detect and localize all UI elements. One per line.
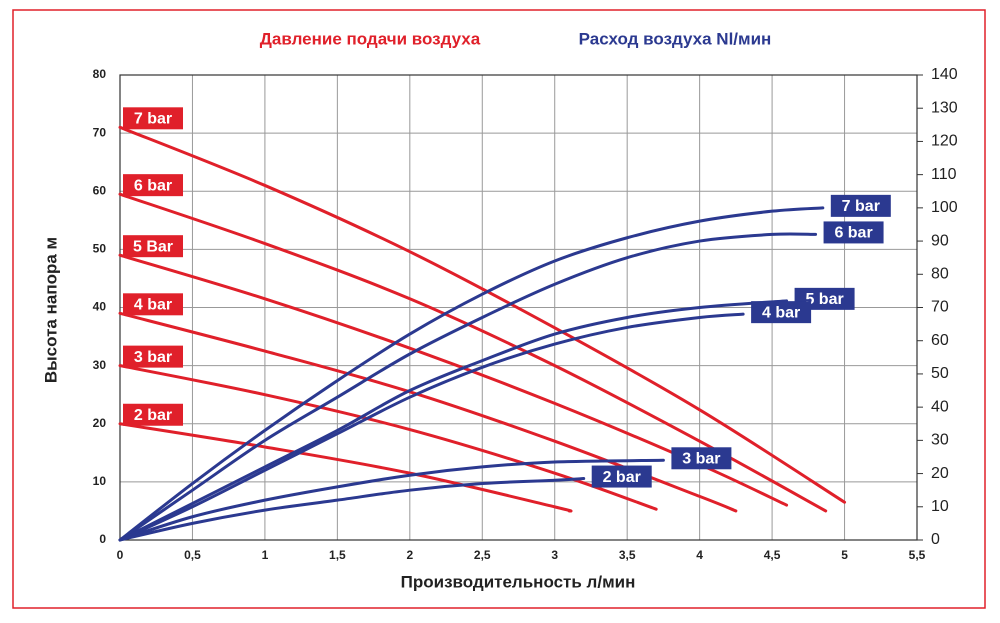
x-tick-label: 0,5 xyxy=(184,548,201,562)
series-line xyxy=(118,232,818,542)
y2-tick-label: 70 xyxy=(931,299,949,316)
y-tick-label: 40 xyxy=(93,300,107,314)
y-tick-label: 30 xyxy=(93,358,107,372)
series-line xyxy=(118,299,789,542)
x-tick-label: 1,5 xyxy=(329,548,346,562)
series-label: 4 bar xyxy=(751,301,812,324)
legend-entry: 7 bar xyxy=(842,198,880,215)
series-label-box xyxy=(823,221,884,244)
x-tick-label: 3,5 xyxy=(619,548,636,562)
y2-tick-label: 10 xyxy=(931,498,949,515)
x-axis-label: Производительность л/мин xyxy=(401,572,636,591)
y2-tick-label: 130 xyxy=(931,99,958,116)
x-tick-label: 4,5 xyxy=(764,548,781,562)
x-tick-label: 5,5 xyxy=(909,548,926,562)
series-label-box xyxy=(123,235,183,258)
x-tick-label: 2 xyxy=(406,548,413,562)
series-label: 3 bar xyxy=(671,447,732,470)
series-label-box xyxy=(830,194,891,217)
y-tick-label: 80 xyxy=(93,67,107,81)
y2-tick-label: 50 xyxy=(931,365,949,382)
x-tick-label: 2,5 xyxy=(474,548,491,562)
series-label: 4 bar xyxy=(123,293,183,316)
legend-entry: 6 bar xyxy=(834,225,872,242)
legend-entry: 7 bar xyxy=(134,111,172,128)
y2-tick-label: 100 xyxy=(931,199,958,216)
y-tick-label: 60 xyxy=(93,183,107,197)
legend-title: Расход воздуха Nl/мин xyxy=(579,29,772,48)
y2-tick-label: 140 xyxy=(931,66,958,83)
legend-entry: 3 bar xyxy=(134,349,172,366)
legend-entry: 3 bar xyxy=(682,451,720,468)
plot-border xyxy=(119,74,918,541)
series-line xyxy=(118,312,745,542)
series-label: 7 bar xyxy=(123,107,183,130)
series-label-box xyxy=(671,447,732,470)
y2-tick-label: 30 xyxy=(931,432,949,449)
series-label-box xyxy=(123,107,183,130)
y2-tick-label: 90 xyxy=(931,232,949,249)
y2-tick-label: 80 xyxy=(931,266,949,283)
y2-tick-label: 0 xyxy=(931,531,940,548)
y-tick-label: 20 xyxy=(93,416,107,430)
series-label: 3 bar xyxy=(123,345,183,368)
y2-tick-label: 120 xyxy=(931,133,958,150)
y2-tick-label: 20 xyxy=(931,465,949,482)
series-label-box xyxy=(123,174,183,197)
x-tick-label: 1 xyxy=(262,548,269,562)
y-tick-label: 50 xyxy=(93,242,107,256)
y2-tick-label: 110 xyxy=(931,166,957,183)
series-line xyxy=(118,458,665,542)
series-label: 6 bar xyxy=(123,174,183,197)
series-label: 5 Bar xyxy=(123,235,183,258)
series-label: 2 bar xyxy=(123,403,183,426)
legend-entry: 4 bar xyxy=(762,304,800,321)
x-tick-label: 5 xyxy=(841,548,848,562)
series-label-box xyxy=(751,301,812,324)
legend-title: Давление подачи воздуха xyxy=(260,29,481,48)
y2-tick-label: 60 xyxy=(931,332,949,349)
frame xyxy=(12,9,986,609)
legend-entry: 2 bar xyxy=(134,407,172,424)
series-label: 2 bar xyxy=(591,465,652,488)
series-label-box xyxy=(123,293,183,316)
x-tick-label: 3 xyxy=(551,548,558,562)
legend-entry: 6 bar xyxy=(134,177,172,194)
x-tick-label: 4 xyxy=(696,548,703,562)
y-axis-label: Высота напора м xyxy=(41,237,60,383)
series-label-box xyxy=(123,403,183,426)
series-line xyxy=(118,477,586,542)
y-tick-label: 70 xyxy=(93,125,107,139)
legend-entry: 4 bar xyxy=(134,297,172,314)
y-tick-label: 10 xyxy=(93,474,107,488)
series-line xyxy=(118,422,573,513)
legend-entry: 2 bar xyxy=(603,469,641,486)
series-label: 6 bar xyxy=(823,221,884,244)
series-line xyxy=(118,364,658,511)
series-line xyxy=(118,311,738,513)
series-label: 7 bar xyxy=(830,194,891,217)
series-line xyxy=(118,206,825,542)
legend-entry: 5 Bar xyxy=(133,238,173,255)
y2-tick-label: 40 xyxy=(931,398,949,415)
x-tick-label: 0 xyxy=(117,548,124,562)
legend-entry: 5 bar xyxy=(805,291,843,308)
series-label-box xyxy=(123,345,183,368)
y-tick-label: 0 xyxy=(99,532,106,546)
series-label-box xyxy=(591,465,652,488)
